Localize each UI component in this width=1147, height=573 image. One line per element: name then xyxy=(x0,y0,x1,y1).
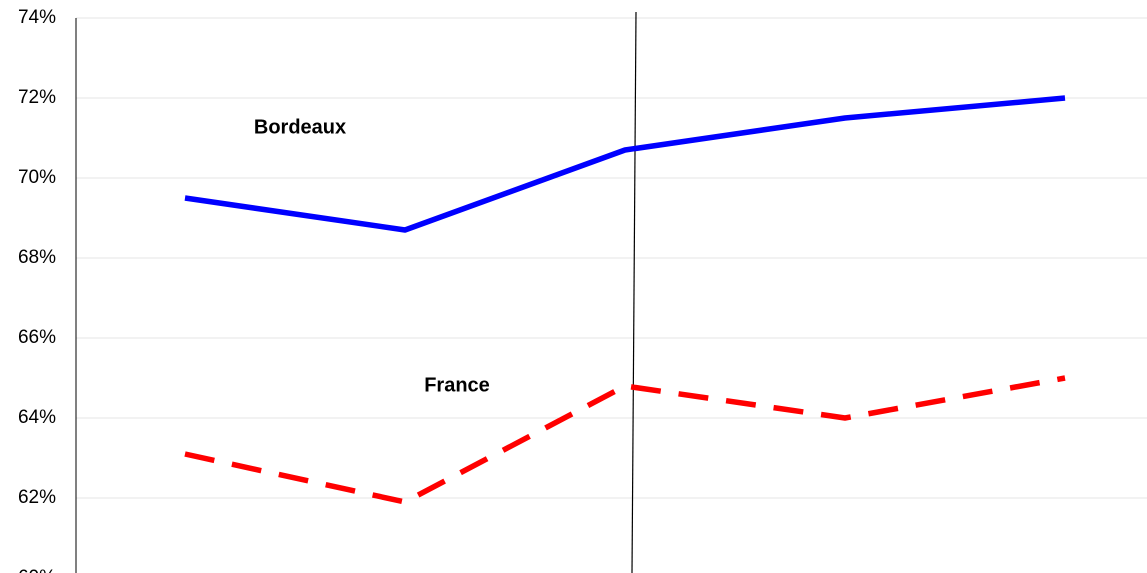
y-tick-label: 72% xyxy=(18,87,56,108)
series-line xyxy=(184,375,1066,505)
y-tick-label: 68% xyxy=(18,247,56,268)
y-tick-label: 62% xyxy=(18,487,56,508)
y-tick-label: 60% xyxy=(18,567,56,573)
series-label: Bordeaux xyxy=(254,116,346,138)
series-line xyxy=(184,95,1066,233)
divider-line xyxy=(631,11,637,573)
series-label: France xyxy=(424,374,490,396)
y-tick-label: 66% xyxy=(18,327,56,348)
y-tick-label: 70% xyxy=(18,167,56,188)
y-tick-label: 64% xyxy=(18,407,56,428)
y-tick-label: 74% xyxy=(18,7,56,28)
